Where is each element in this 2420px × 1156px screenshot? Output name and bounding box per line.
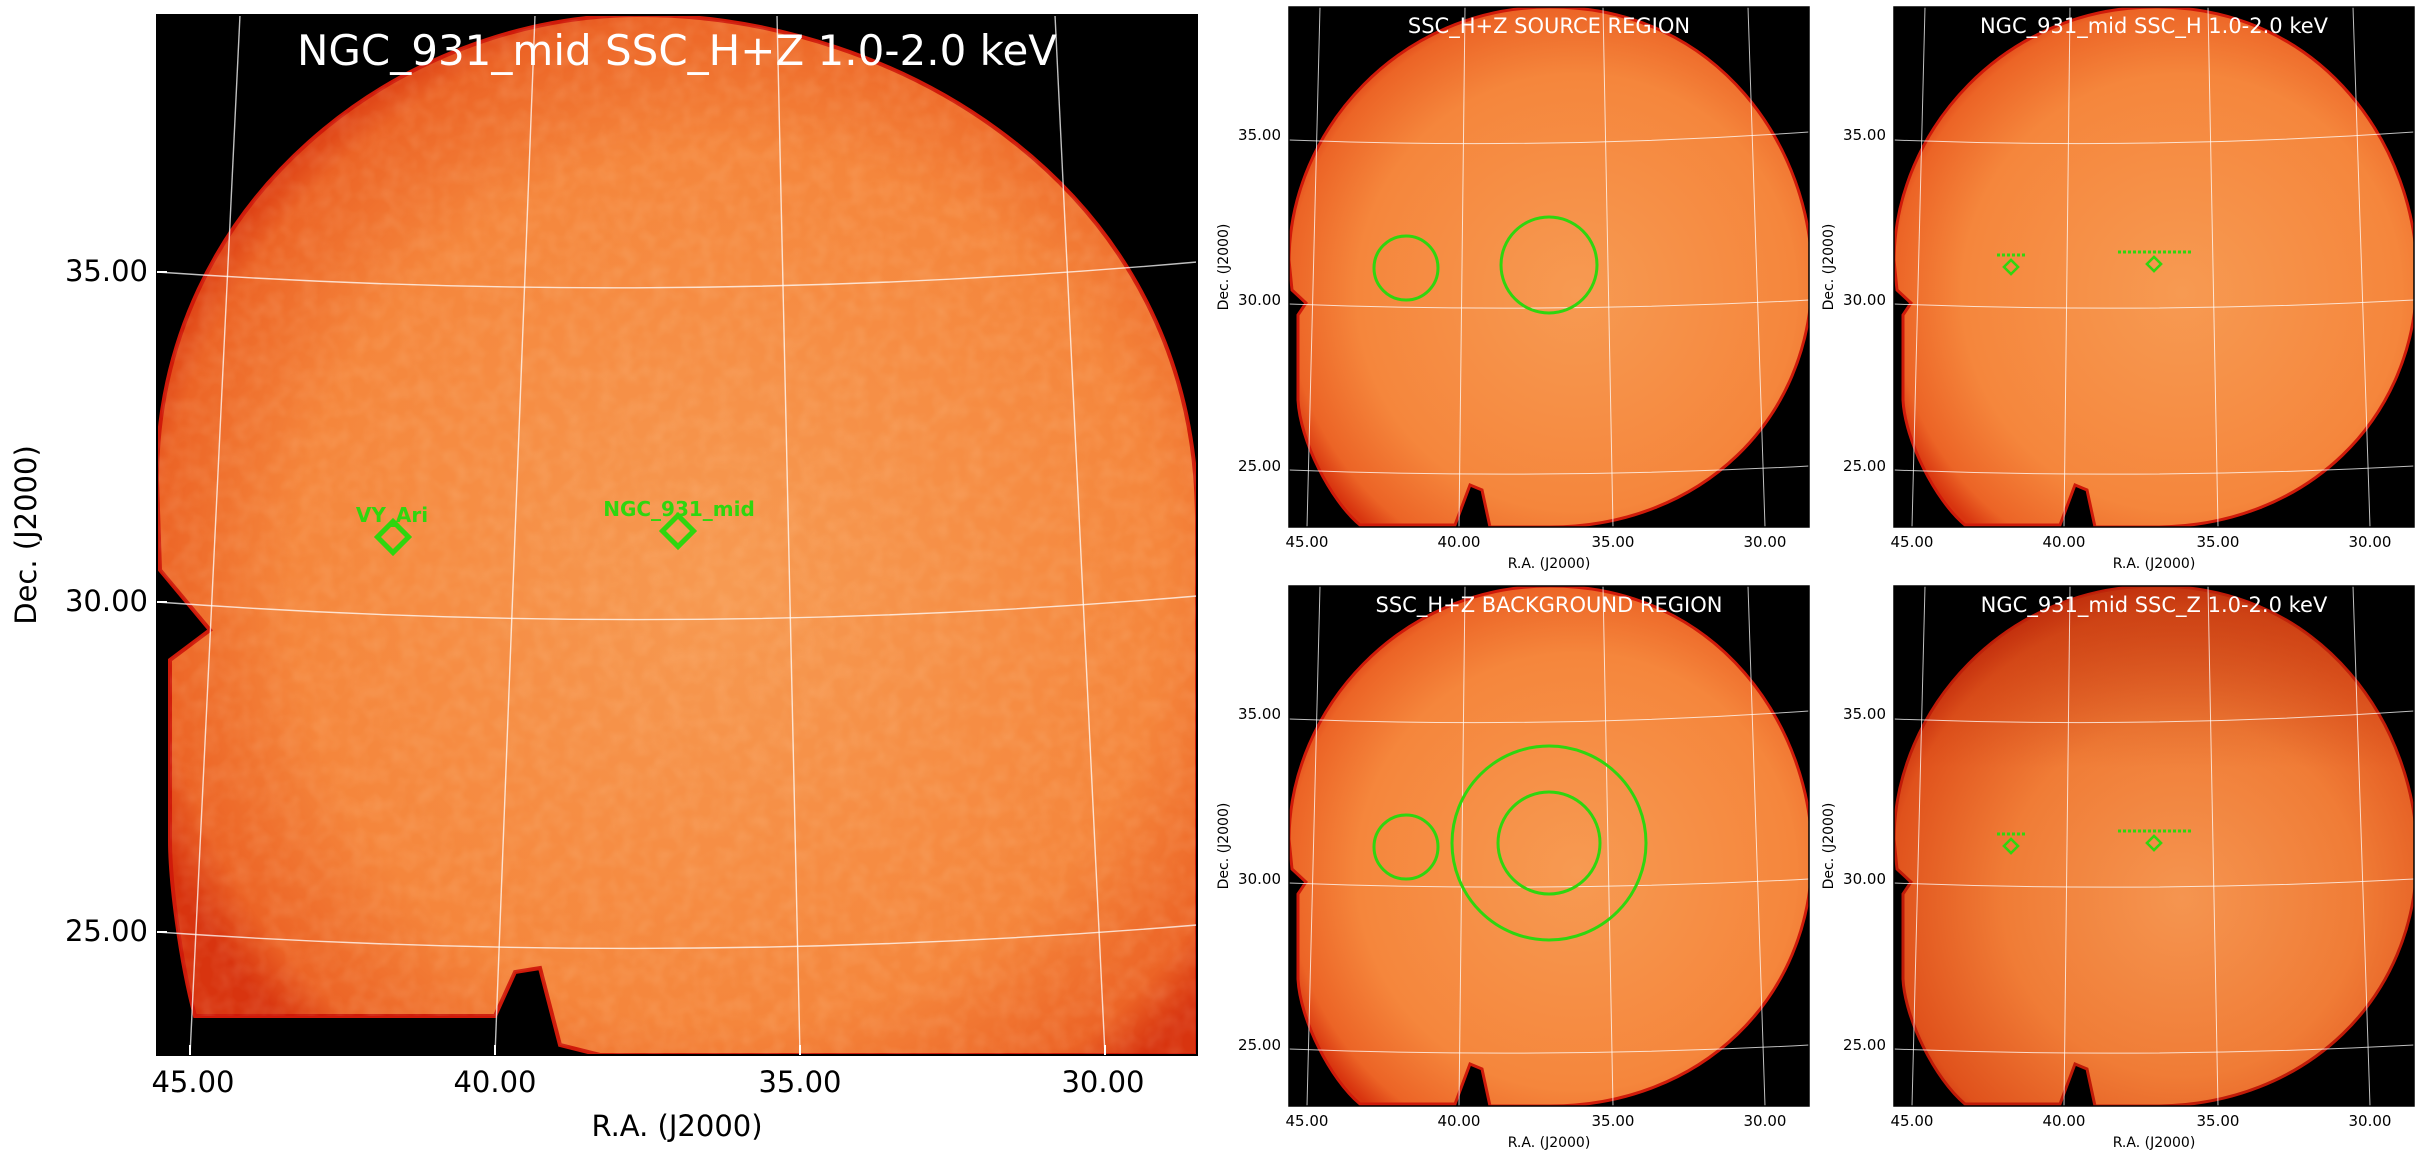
main-y-tick: 25.00 (65, 914, 148, 948)
y-tick: 25.00 (1238, 457, 1281, 475)
disk-shading (1894, 586, 2414, 1106)
main-x-tick: 45.00 (151, 1065, 234, 1099)
main-minor-ticks (157, 271, 1106, 1055)
background-region-panel: SSC_H+Z BACKGROUND REGION 35.00 30.00 25… (1216, 585, 1810, 1151)
ssc-z-panel: NGC_931_mid SSC_Z 1.0-2.0 keV 35.00 30.0… (1821, 585, 2415, 1151)
x-tick: 45.00 (1891, 533, 1934, 551)
source-marker-vy-ari[interactable] (373, 517, 413, 557)
panel-frame (1893, 6, 2415, 528)
panel-title: NGC_931_mid SSC_H 1.0-2.0 keV (1980, 14, 2329, 39)
panel-frame (1893, 585, 2415, 1107)
y-tick: 30.00 (1843, 870, 1886, 888)
y-tick: 35.00 (1843, 705, 1886, 723)
excluded-source-region[interactable] (1372, 813, 1440, 881)
x-tick: 40.00 (1438, 1112, 1481, 1130)
x-tick: 35.00 (1592, 1112, 1635, 1130)
x-tick: 45.00 (1286, 1112, 1329, 1130)
source-marker-vy-ari[interactable] (2002, 837, 2020, 855)
x-tick: 30.00 (1744, 1112, 1787, 1130)
background-annulus-outer[interactable] (1450, 744, 1648, 942)
x-tick: 30.00 (1744, 533, 1787, 551)
y-tick: 35.00 (1238, 126, 1281, 144)
main-y-tick: 35.00 (65, 254, 148, 288)
y-tick: 30.00 (1238, 870, 1281, 888)
x-axis-label: R.A. (J2000) (2113, 1135, 2196, 1151)
main-title: NGC_931_mid SSC_H+Z 1.0-2.0 keV (297, 26, 1057, 75)
main-y-tick: 30.00 (65, 584, 148, 618)
excluded-source-region[interactable] (1372, 234, 1440, 302)
disk-texture (157, 15, 1197, 1055)
x-tick: 30.00 (2349, 533, 2392, 551)
source-region-circle[interactable] (1499, 215, 1599, 315)
x-axis-label: R.A. (J2000) (1508, 556, 1591, 572)
y-axis-label: Dec. (J2000) (1821, 224, 1837, 311)
source-marker-ngc-931-mid[interactable] (2145, 255, 2163, 273)
y-tick: 35.00 (1843, 126, 1886, 144)
x-axis-label: R.A. (J2000) (1508, 1135, 1591, 1151)
source-marker-ngc-931-mid[interactable] (658, 511, 698, 551)
y-tick: 30.00 (1843, 291, 1886, 309)
background-annulus-inner[interactable] (1496, 790, 1602, 896)
y-tick: 25.00 (1843, 457, 1886, 475)
main-x-tick: 40.00 (453, 1065, 536, 1099)
coordinate-grid (157, 15, 1197, 1055)
x-tick: 35.00 (1592, 533, 1635, 551)
detector-disk (1289, 7, 1809, 527)
x-tick: 30.00 (2349, 1112, 2392, 1130)
x-tick: 35.00 (2197, 1112, 2240, 1130)
source-label-ngc-931-mid: NGC_931_mid (603, 497, 755, 521)
y-tick: 25.00 (1238, 1036, 1281, 1054)
ssc-h-panel: NGC_931_mid SSC_H 1.0-2.0 keV 35.00 30.0… (1821, 6, 2415, 572)
panel-frame (1288, 585, 1810, 1107)
panel-title: SSC_H+Z SOURCE REGION (1408, 14, 1690, 39)
panel-title: SSC_H+Z BACKGROUND REGION (1376, 593, 1723, 618)
main-panel: VY_Ari NGC_931_mid NGC_931_mid SSC_H+Z 1… (9, 14, 1198, 1143)
y-axis-label: Dec. (J2000) (1216, 224, 1232, 311)
x-tick: 40.00 (2043, 533, 2086, 551)
y-axis-label: Dec. (J2000) (1216, 803, 1232, 890)
x-tick: 40.00 (1438, 533, 1481, 551)
detector-disk (1894, 7, 2414, 527)
x-tick: 35.00 (2197, 533, 2240, 551)
main-y-axis-label: Dec. (J2000) (9, 445, 43, 625)
panel-title: NGC_931_mid SSC_Z 1.0-2.0 keV (1981, 593, 2328, 618)
y-axis-label: Dec. (J2000) (1821, 803, 1837, 890)
main-x-tick: 30.00 (1061, 1065, 1144, 1099)
y-tick: 35.00 (1238, 705, 1281, 723)
main-image: VY_Ari NGC_931_mid (157, 15, 1197, 1055)
main-frame (156, 14, 1198, 1056)
source-marker-ngc-931-mid[interactable] (2145, 834, 2163, 852)
x-tick: 45.00 (1891, 1112, 1934, 1130)
x-tick: 40.00 (2043, 1112, 2086, 1130)
x-tick: 45.00 (1286, 533, 1329, 551)
panel-frame (1288, 6, 1810, 528)
main-x-tick: 35.00 (758, 1065, 841, 1099)
y-tick: 25.00 (1843, 1036, 1886, 1054)
x-axis-label: R.A. (J2000) (2113, 556, 2196, 572)
source-marker-vy-ari[interactable] (2002, 258, 2020, 276)
source-label-vy-ari: VY_Ari (356, 503, 428, 527)
detector-disk (1289, 586, 1809, 1106)
y-tick: 30.00 (1238, 291, 1281, 309)
main-x-axis-label: R.A. (J2000) (591, 1109, 762, 1143)
source-region-panel: SSC_H+Z SOURCE REGION 35.00 30.00 25.00 … (1216, 6, 1810, 572)
